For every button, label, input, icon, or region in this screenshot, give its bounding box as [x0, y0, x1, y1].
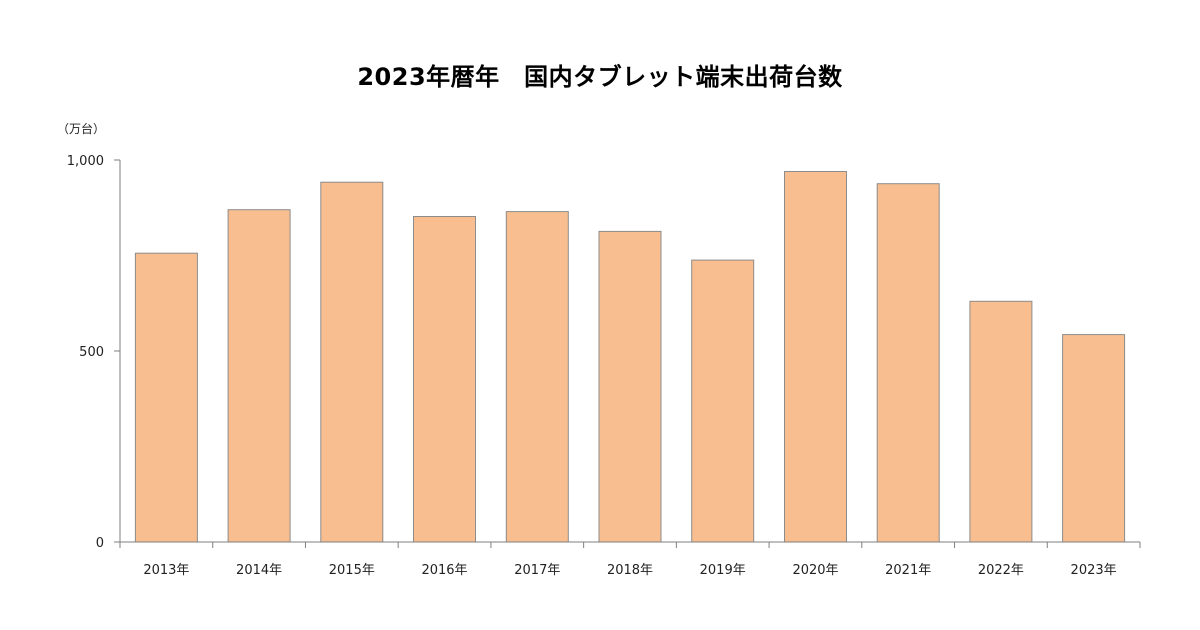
bar-10 — [1062, 334, 1126, 543]
bar-8 — [876, 183, 940, 543]
x-tick-label: 2015年 — [329, 563, 375, 578]
bar-9 — [969, 300, 1033, 543]
bars-group — [134, 171, 1126, 543]
bar-2 — [320, 181, 384, 543]
x-axis-labels: 2013年 2014年 2015年 2016年 2017年 2018年 2019年 2020年… — [119, 542, 1141, 578]
bar-6 — [691, 259, 755, 543]
bar-4 — [505, 211, 569, 543]
x-tick-label: 2017年 — [514, 563, 560, 578]
x-tick-label: 2014年 — [236, 563, 282, 578]
chart-title: 2023年暦年 国内タブレット端末出荷台数 — [357, 63, 843, 91]
x-tick-label: 2013年 — [143, 563, 189, 578]
x-tick-label: 2023年 — [1071, 563, 1117, 578]
bar-3 — [413, 216, 476, 543]
y-axis-ticks: 0 500 1,000 — [67, 154, 120, 551]
x-tick-label: 2022年 — [978, 563, 1024, 578]
x-tick-label: 2016年 — [421, 563, 467, 578]
bar-7 — [784, 171, 847, 543]
y-tick-label: 500 — [79, 345, 104, 360]
x-tick-label: 2018年 — [607, 563, 653, 578]
bar-0 — [134, 252, 198, 543]
y-tick-label: 1,000 — [67, 154, 104, 169]
bar-5 — [598, 230, 662, 543]
bar-1 — [227, 209, 291, 543]
x-tick-label: 2019年 — [700, 563, 746, 578]
x-tick-label: 2020年 — [792, 563, 838, 578]
y-tick-label: 0 — [96, 536, 104, 551]
y-unit-label: （万台） — [57, 121, 105, 136]
x-tick-label: 2021年 — [885, 563, 931, 578]
